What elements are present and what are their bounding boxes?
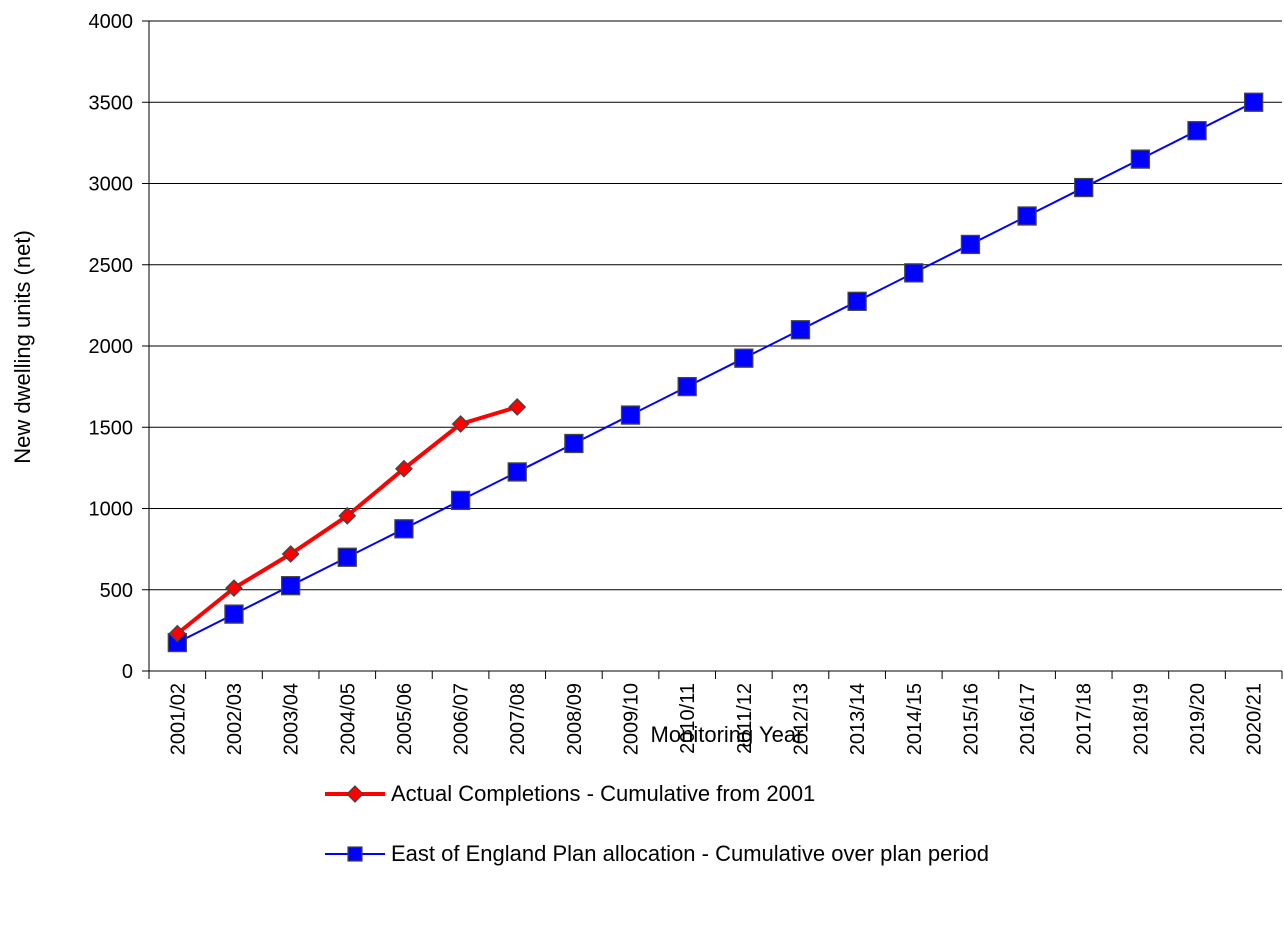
legend-label-plan: East of England Plan allocation - Cumula… — [391, 841, 990, 866]
data-point-plan — [1074, 177, 1094, 198]
data-point-plan — [394, 519, 414, 539]
data-point-plan — [677, 376, 697, 397]
y-tick-label: 0 — [122, 661, 133, 683]
data-point-actual — [451, 415, 470, 433]
data-point-plan — [224, 604, 244, 624]
data-point-plan — [450, 490, 471, 511]
x-tick-label: 2008/09 — [564, 683, 586, 755]
data-point-plan — [620, 405, 641, 425]
data-point-plan — [960, 234, 981, 255]
x-tick-label: 2014/15 — [904, 683, 926, 755]
y-tick-label: 2000 — [89, 336, 134, 358]
data-point-actual — [395, 459, 413, 478]
data-point-plan — [1130, 149, 1151, 169]
x-tick-label: 2011/12 — [734, 683, 756, 754]
x-tick-label: 2002/03 — [224, 683, 246, 755]
x-axis-title: Monitoring Year — [651, 722, 804, 747]
y-tick-label: 3000 — [89, 174, 134, 196]
data-point-plan — [734, 348, 754, 368]
y-tick-label: 1000 — [89, 499, 134, 521]
y-tick-label: 4000 — [89, 11, 134, 33]
x-tick-label: 2006/07 — [451, 683, 473, 755]
axes — [142, 20, 1283, 679]
data-point-plan — [904, 263, 924, 283]
data-point-actual — [281, 545, 300, 563]
data-point-plan — [564, 433, 584, 454]
legend-label-actual: Actual Completions - Cumulative from 200… — [391, 781, 816, 806]
x-tick-label: 2010/11 — [677, 683, 699, 754]
x-tick-label: 2020/21 — [1244, 683, 1266, 755]
x-tick-label: 2004/05 — [337, 683, 359, 755]
x-tick-label: 2001/02 — [167, 683, 189, 755]
data-point-actual — [225, 579, 243, 598]
gridlines — [149, 20, 1282, 591]
data-point-plan — [847, 291, 867, 311]
data-point-actual — [338, 506, 357, 525]
x-tick-label: 2003/04 — [281, 683, 303, 755]
y-tick-labels: 0 500 1000 1500 2000 2500 3000 3500 4000 — [89, 11, 134, 683]
x-tick-label: 2009/10 — [621, 683, 643, 755]
data-point-actual — [508, 398, 527, 416]
y-tick-label: 1500 — [89, 417, 134, 439]
data-point-plan — [337, 547, 357, 567]
data-point-plan — [790, 320, 811, 340]
y-tick-label: 2500 — [89, 255, 134, 277]
x-tick-label: 2007/08 — [507, 683, 529, 755]
x-tick-labels: 2001/02 2002/03 2003/04 2004/05 2005/06 2006/… — [167, 683, 1265, 755]
data-point-plan — [1244, 92, 1264, 112]
y-tick-label: 3500 — [89, 92, 134, 114]
x-tick-label: 2013/14 — [847, 683, 869, 755]
x-tick-label: 2018/19 — [1130, 683, 1152, 755]
x-tick-label: 2012/13 — [790, 683, 812, 755]
y-tick-label: 500 — [100, 580, 133, 602]
x-tick-label: 2016/17 — [1017, 683, 1039, 755]
legend-swatch-actual — [325, 785, 385, 803]
legend-swatch-plan — [325, 846, 385, 862]
data-point-plan — [280, 576, 301, 596]
data-point-actual — [168, 624, 187, 643]
x-tick-label: 2005/06 — [394, 683, 416, 755]
data-point-plan — [507, 462, 527, 482]
x-tick-label: 2017/18 — [1074, 683, 1096, 755]
data-point-plan — [1017, 206, 1037, 226]
series-markers — [167, 92, 1264, 653]
data-point-plan — [1187, 121, 1207, 141]
y-axis-title: New dwelling units (net) — [10, 230, 35, 464]
x-tick-label: 2015/16 — [960, 683, 982, 755]
x-tick-label: 2019/20 — [1187, 683, 1209, 755]
